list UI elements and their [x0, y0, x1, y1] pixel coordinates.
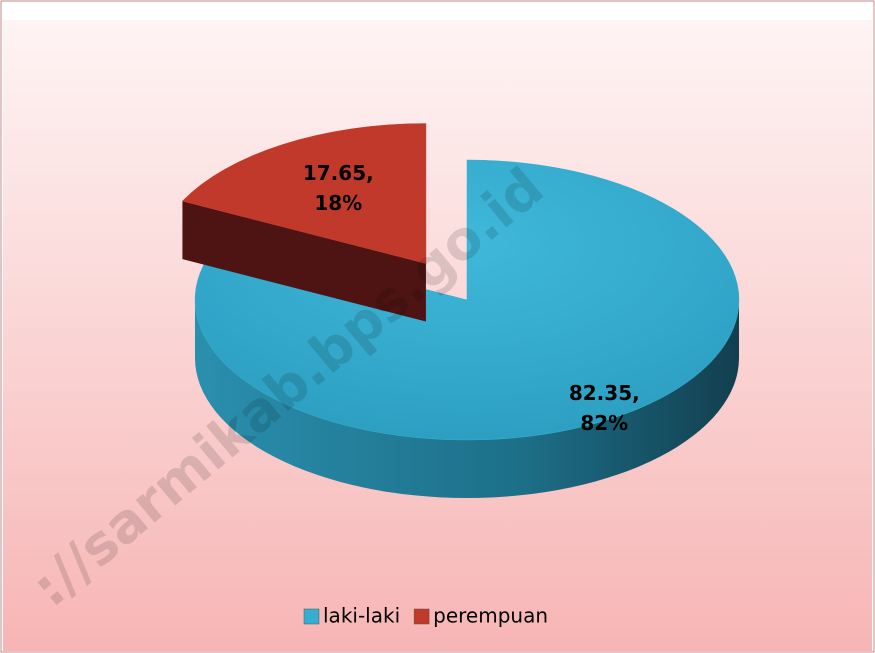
slice-side	[195, 300, 739, 498]
legend-label: perempuan	[433, 604, 548, 628]
slice	[194, 159, 740, 441]
data-label: 82.35, 82%	[568, 380, 640, 435]
slice-face	[182, 201, 426, 322]
legend-label: laki-laki	[323, 604, 400, 628]
legend-swatch	[303, 608, 320, 625]
data-label: 17.65, 18%	[302, 160, 374, 215]
slice	[181, 123, 427, 264]
legend-swatch	[413, 608, 430, 625]
